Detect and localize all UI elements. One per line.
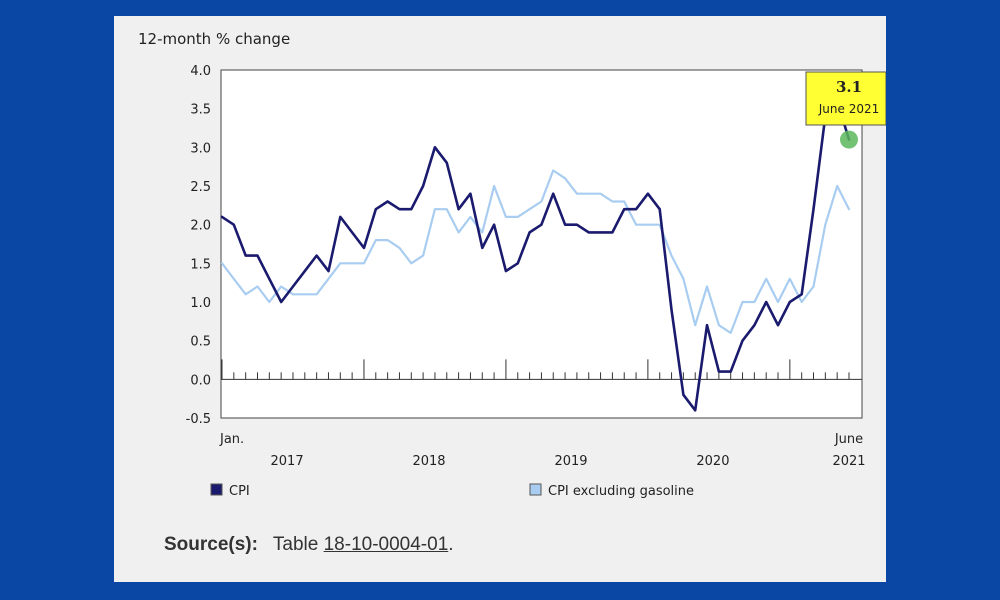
y-tick-label: -0.5 bbox=[186, 412, 211, 427]
source-note: Source(s): Table 18-10-0004-01. bbox=[164, 534, 454, 556]
y-tick-label: 2.5 bbox=[190, 180, 211, 195]
legend-swatch-cpi-ex-gasoline bbox=[529, 483, 542, 496]
source-label: Source(s): bbox=[164, 534, 258, 555]
cpi-line bbox=[220, 99, 851, 412]
x-start-label: Jan. bbox=[219, 432, 244, 447]
annotation-value: 3.1 bbox=[836, 78, 862, 96]
cpi-ex-gasoline-line bbox=[220, 169, 851, 334]
y-tick-label: 0.5 bbox=[190, 335, 211, 350]
x-year-label: 2019 bbox=[554, 454, 587, 469]
x-end-label: June bbox=[834, 432, 863, 447]
y-tick-label: 1.5 bbox=[190, 257, 211, 272]
y-tick-label: 2.0 bbox=[190, 219, 211, 234]
legend-swatch-cpi bbox=[210, 483, 223, 496]
legend-label-cpi-ex-gasoline: CPI excluding gasoline bbox=[548, 484, 694, 499]
x-end-label: 2021 bbox=[832, 454, 865, 469]
y-axis-title: 12-month % change bbox=[138, 30, 290, 48]
line-chart: 12-month % change 4.0 3.5 3.0 2.5 2.0 1.5 1.0 0… bbox=[138, 30, 886, 499]
x-year-label: 2020 bbox=[696, 454, 729, 469]
annotation-marker bbox=[840, 130, 858, 149]
x-year-label: 2018 bbox=[412, 454, 445, 469]
source-text: Table bbox=[272, 534, 319, 555]
annotation-label: June 2021 bbox=[818, 102, 880, 116]
y-tick-label: 0.0 bbox=[190, 373, 211, 388]
source-table-link[interactable]: 18-10-0004-01 bbox=[323, 534, 449, 555]
y-tick-label: 4.0 bbox=[190, 64, 211, 79]
source-end: . bbox=[448, 534, 454, 555]
x-year-label: 2017 bbox=[271, 454, 304, 469]
y-tick-label: 1.0 bbox=[190, 296, 211, 311]
legend-label-cpi: CPI bbox=[229, 484, 250, 499]
chart-card: 12-month % change 4.0 3.5 3.0 2.5 2.0 1.5 1.0 0… bbox=[114, 16, 886, 582]
plot-area bbox=[220, 69, 863, 419]
annotation-box bbox=[805, 71, 886, 126]
y-tick-label: 3.5 bbox=[190, 103, 211, 118]
y-tick-label: 3.0 bbox=[190, 141, 211, 156]
